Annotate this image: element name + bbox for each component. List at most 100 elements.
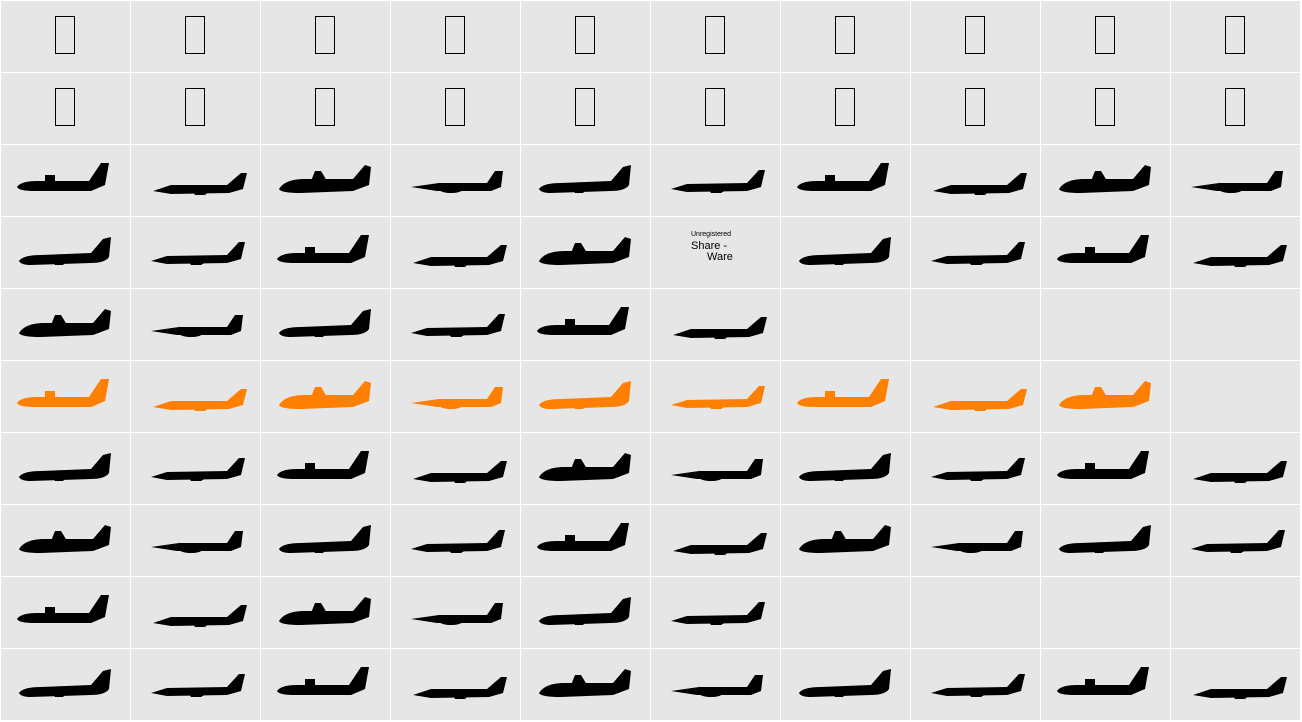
airplane-silhouette-icon — [151, 458, 245, 481]
airplane-silhouette-icon — [1059, 525, 1151, 553]
glyph-cell-plane — [391, 649, 520, 720]
glyph-cell-plane — [131, 649, 260, 720]
glyph-cell-plane — [1171, 649, 1300, 720]
airplane-silhouette-icon — [673, 317, 767, 339]
missing-glyph-box-icon — [1095, 16, 1115, 54]
glyph-cell-shareware-notice: Unregistered Share - Ware — [651, 217, 780, 288]
airplane-silhouette-icon — [19, 309, 111, 337]
glyph-cell-plane — [781, 649, 910, 720]
glyph-cell-plane — [521, 577, 650, 648]
glyph-cell-missing — [521, 1, 650, 72]
shareware-line-2: Ware — [707, 251, 733, 263]
glyph-cell-plane — [781, 145, 910, 216]
shareware-notice: Unregistered Share - Ware — [691, 231, 733, 263]
airplane-silhouette-icon — [277, 667, 369, 695]
glyph-cell-plane — [911, 505, 1040, 576]
glyph-cell-plane — [261, 433, 390, 504]
glyph-cell-plane — [651, 433, 780, 504]
airplane-silhouette-icon — [17, 595, 109, 623]
glyph-cell-plane — [1041, 505, 1170, 576]
glyph-cell-missing — [1041, 73, 1170, 144]
glyph-cell-plane — [131, 577, 260, 648]
airplane-silhouette-icon — [413, 461, 507, 483]
glyph-cell-plane — [1171, 505, 1300, 576]
missing-glyph-box-icon — [835, 88, 855, 126]
airplane-silhouette-icon — [1191, 530, 1285, 553]
missing-glyph-box-icon — [835, 16, 855, 54]
glyph-cell-plane-highlighted — [651, 361, 780, 432]
glyph-cell-plane — [1, 289, 130, 360]
airplane-silhouette-icon — [17, 163, 109, 191]
glyph-cell-plane — [521, 217, 650, 288]
glyph-cell-plane — [391, 577, 520, 648]
airplane-silhouette-icon — [799, 525, 891, 553]
glyph-cell-missing — [261, 73, 390, 144]
airplane-silhouette-icon — [539, 165, 631, 193]
airplane-silhouette-icon — [279, 597, 371, 625]
glyph-cell-plane — [651, 577, 780, 648]
airplane-silhouette-icon — [277, 235, 369, 263]
airplane-silhouette-icon — [279, 165, 371, 193]
airplane-silhouette-icon — [1193, 245, 1287, 267]
missing-glyph-box-icon — [965, 88, 985, 126]
airplane-silhouette-icon — [537, 523, 629, 551]
glyph-cell-plane-highlighted — [261, 361, 390, 432]
airplane-silhouette-icon — [931, 458, 1025, 481]
glyph-cell-missing — [131, 73, 260, 144]
glyph-cell-missing — [1171, 73, 1300, 144]
airplane-silhouette-icon — [17, 379, 109, 407]
missing-glyph-box-icon — [185, 16, 205, 54]
glyph-cell-plane-highlighted — [911, 361, 1040, 432]
glyph-cell-plane — [911, 145, 1040, 216]
glyph-cell-plane — [1, 217, 130, 288]
glyph-cell-missing — [521, 73, 650, 144]
airplane-silhouette-icon — [413, 677, 507, 699]
glyph-cell-plane — [1, 145, 130, 216]
missing-glyph-box-icon — [575, 16, 595, 54]
missing-glyph-box-icon — [965, 16, 985, 54]
glyph-cell-plane-highlighted — [391, 361, 520, 432]
missing-glyph-box-icon — [1225, 16, 1245, 54]
airplane-silhouette-icon — [411, 530, 505, 553]
airplane-silhouette-icon — [413, 245, 507, 267]
airplane-silhouette-icon — [279, 381, 371, 409]
glyph-cell-plane — [1041, 649, 1170, 720]
missing-glyph-box-icon — [55, 88, 75, 126]
glyph-cell-plane — [391, 289, 520, 360]
glyph-cell-plane — [521, 289, 650, 360]
glyph-cell-missing — [131, 1, 260, 72]
glyph-cell-plane — [521, 433, 650, 504]
glyph-cell-empty — [911, 577, 1040, 648]
glyph-cell-empty — [1171, 289, 1300, 360]
glyph-cell-missing — [781, 1, 910, 72]
airplane-silhouette-icon — [797, 379, 889, 407]
glyph-cell-plane — [131, 217, 260, 288]
glyph-cell-plane — [261, 577, 390, 648]
airplane-silhouette-icon — [1059, 165, 1151, 193]
glyph-cell-plane — [261, 505, 390, 576]
shareware-line-1: Share - — [691, 240, 728, 252]
airplane-silhouette-icon — [537, 307, 629, 335]
glyph-cell-plane — [1, 433, 130, 504]
missing-glyph-box-icon — [1095, 88, 1115, 126]
glyph-cell-empty — [781, 577, 910, 648]
glyph-cell-plane — [911, 217, 1040, 288]
airplane-silhouette-icon — [931, 531, 1023, 553]
airplane-silhouette-icon — [277, 451, 369, 479]
glyph-cell-missing — [651, 73, 780, 144]
airplane-silhouette-icon — [151, 242, 245, 265]
airplane-silhouette-icon — [1193, 677, 1287, 699]
glyph-cell-plane — [131, 145, 260, 216]
glyph-cell-plane — [781, 505, 910, 576]
missing-glyph-box-icon — [55, 16, 75, 54]
airplane-silhouette-icon — [1193, 461, 1287, 483]
glyph-cell-plane — [1, 505, 130, 576]
airplane-silhouette-icon — [1057, 667, 1149, 695]
glyph-cell-plane — [1171, 145, 1300, 216]
glyph-cell-plane — [261, 217, 390, 288]
missing-glyph-box-icon — [185, 88, 205, 126]
airplane-silhouette-icon — [671, 386, 765, 409]
glyph-cell-plane-highlighted — [1, 361, 130, 432]
missing-glyph-box-icon — [705, 16, 725, 54]
airplane-silhouette-icon — [671, 170, 765, 193]
